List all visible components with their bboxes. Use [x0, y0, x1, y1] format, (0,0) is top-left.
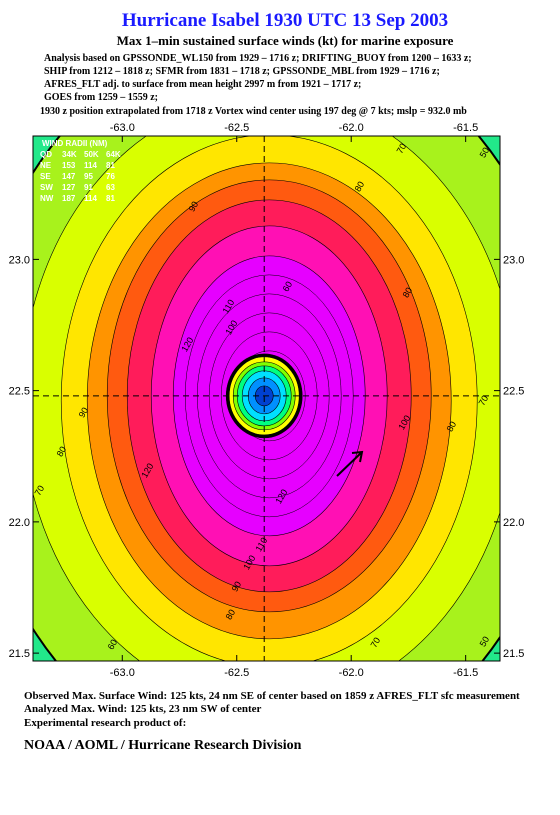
x-tick-label: -62.0: [339, 667, 364, 679]
wind-radii-cell: 64K: [106, 150, 121, 159]
footer-line: Observed Max. Surface Wind: 125 kts, 24 …: [24, 690, 520, 702]
wind-radii-cell: SE: [40, 172, 51, 181]
contour-label: 90: [77, 406, 91, 420]
contour-label: 60: [281, 280, 295, 294]
wind-radii-cell: 147: [62, 172, 76, 181]
wind-radii-cell: NE: [40, 161, 52, 170]
credit: NOAA / AOML / Hurricane Research Divisio…: [24, 738, 302, 753]
contour-label: 70: [33, 484, 47, 498]
position-note: 1930 z position extrapolated from 1718 z…: [40, 106, 467, 117]
x-tick-label: -63.0: [110, 122, 135, 134]
x-tick-label: -61.5: [453, 667, 478, 679]
y-tick-label: 21.5: [9, 648, 30, 660]
contour-label: 50: [478, 146, 492, 160]
wind-radii-cell: 114: [84, 194, 97, 203]
wind-radii-cell: 91: [84, 183, 93, 192]
analysis-line: AFRES_FLT adj. to surface from mean heig…: [44, 79, 361, 90]
x-tick-label: -62.5: [224, 122, 249, 134]
contour-label: 90: [187, 200, 201, 214]
contour-label: 80: [401, 286, 415, 300]
wind-radii-cell: 187: [62, 194, 76, 203]
contour-label: 90: [230, 580, 244, 594]
contour-label: 80: [353, 180, 367, 194]
axes: -63.0 -63.0 -62.5 -62.5 -62.0 -62.0 -61.5 -61.5…: [9, 122, 525, 679]
x-tick-label: -62.5: [224, 667, 249, 679]
contour-label: 70: [369, 636, 383, 650]
analysis-line: Analysis based on GPSSONDE_WL150 from 19…: [44, 53, 472, 64]
contour-label: 80: [224, 608, 238, 622]
wind-radii-cell: 95: [84, 172, 93, 181]
y-tick-label: 22.5: [503, 386, 524, 398]
contour-label: 70: [477, 394, 491, 408]
subtitle: Max 1–min sustained surface winds (kt) f…: [117, 33, 454, 48]
y-tick-label: 21.5: [503, 648, 524, 660]
wind-radii-cell: SW: [40, 183, 53, 192]
y-tick-label: 22.5: [9, 386, 30, 398]
contour-label: 80: [445, 420, 459, 434]
analysis-line: SHIP from 1212 – 1818 z; SFMR from 1831 …: [44, 66, 440, 77]
title: Hurricane Isabel 1930 UTC 13 Sep 2003: [122, 10, 448, 31]
footer-line: Analyzed Max. Wind: 125 kts, 23 nm SW of…: [24, 703, 262, 715]
contour-label: 50: [478, 635, 492, 649]
y-tick-label: 22.0: [503, 517, 524, 529]
wind-radii-cell: 50K: [84, 150, 99, 159]
isotach: [208, 312, 330, 480]
contour-label: 80: [55, 445, 69, 459]
footer-line: Experimental research product of:: [24, 717, 186, 729]
wind-radii-cell: 63: [106, 183, 115, 192]
wind-radii-cell: 127: [62, 183, 76, 192]
motion-arrow: [336, 450, 364, 477]
wind-radii-title: WIND RADII (NM): [42, 139, 108, 148]
wind-radii-cell: 34K: [62, 150, 77, 159]
wind-radii-cell: 76: [106, 172, 115, 181]
wind-radii-cell: 81: [106, 194, 115, 203]
x-tick-label: -63.0: [110, 667, 135, 679]
contour-label: 60: [106, 638, 120, 652]
analysis-line: GOES from 1259 – 1559 z;: [44, 92, 158, 103]
map-frame: [32, 135, 501, 662]
x-tick-label: -62.0: [339, 122, 364, 134]
y-tick-label: 23.0: [9, 254, 30, 266]
x-tick-label: -61.5: [453, 122, 478, 134]
contour-label: 70: [395, 142, 409, 156]
wind-radii-cell: 114: [84, 161, 97, 170]
wind-radii-cell: NW: [40, 194, 54, 203]
wind-radii-cell: 81: [106, 161, 115, 170]
wind-radii-cell: QD: [40, 150, 52, 159]
y-tick-label: 23.0: [503, 254, 524, 266]
wind-radii-cell: 153: [62, 161, 76, 170]
y-tick-label: 22.0: [9, 517, 30, 529]
